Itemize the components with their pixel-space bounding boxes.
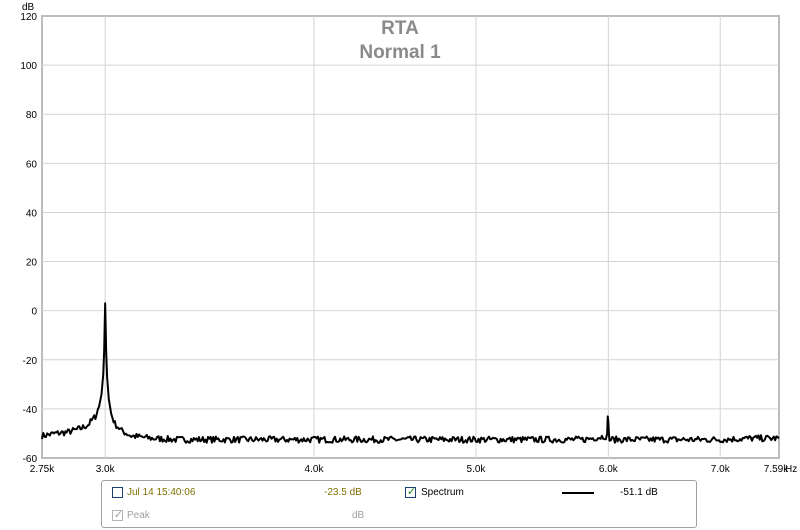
spectrum-checkbox[interactable]: ✓ bbox=[405, 486, 417, 498]
y-tick-label: -60 bbox=[23, 454, 38, 465]
x-tick-label: 2.75k bbox=[30, 464, 55, 475]
check-icon: ✓ bbox=[113, 509, 124, 521]
chart-title: RTA bbox=[381, 18, 419, 39]
check-icon: ✓ bbox=[406, 486, 417, 498]
y-tick-label: 120 bbox=[20, 12, 37, 23]
chart-subtitle: Normal 1 bbox=[359, 42, 441, 63]
x-tick-label: 7.0k bbox=[711, 464, 731, 475]
y-tick-label: 0 bbox=[31, 307, 37, 318]
y-tick-label: 40 bbox=[26, 208, 38, 219]
y-tick-label: 100 bbox=[20, 61, 37, 72]
x-tick-label: 4.0k bbox=[305, 464, 325, 475]
date-checkbox[interactable] bbox=[112, 487, 123, 498]
series-line bbox=[41, 302, 780, 444]
y-tick-label: -20 bbox=[23, 356, 38, 367]
spectrum-label: Spectrum bbox=[421, 487, 464, 498]
y-tick-label: 80 bbox=[26, 110, 38, 121]
x-tick-label: 5.0k bbox=[467, 464, 487, 475]
x-tick-label: 7.59k bbox=[764, 464, 789, 475]
x-axis-unit: Hz bbox=[785, 464, 797, 475]
cursor-value: -23.5 dB bbox=[324, 487, 362, 498]
grid-lines bbox=[42, 16, 779, 458]
spectrum-value: -51.1 dB bbox=[620, 487, 658, 498]
peak-unit: dB bbox=[352, 510, 365, 521]
peak-label: Peak bbox=[127, 510, 150, 521]
legend-panel: Jul 14 15:40:06 -23.5 dB ✓ Spectrum -51.… bbox=[101, 480, 697, 528]
y-tick-label: -40 bbox=[23, 405, 38, 416]
plot-area[interactable] bbox=[41, 15, 780, 459]
y-tick-label: 60 bbox=[26, 159, 38, 170]
spectrum-line-swatch bbox=[562, 492, 594, 494]
measurement-date: Jul 14 15:40:06 bbox=[127, 487, 196, 498]
x-tick-label: 3.0k bbox=[96, 464, 116, 475]
x-axis-ticks: 2.75k 3.0k 4.0k 5.0k 6.0k 7.0k 7.59k bbox=[30, 464, 789, 475]
y-tick-label: 20 bbox=[26, 258, 38, 269]
series-layer bbox=[41, 302, 780, 444]
y-axis-unit: dB bbox=[22, 2, 35, 13]
peak-checkbox[interactable]: ✓ bbox=[112, 509, 124, 521]
rta-chart: RTA Normal 1 dB Hz 120 100 80 60 40 20 0 -20 -40… bbox=[20, 2, 797, 475]
x-tick-label: 6.0k bbox=[599, 464, 619, 475]
y-axis-ticks: 120 100 80 60 40 20 0 -20 -40 -60 bbox=[20, 12, 37, 465]
